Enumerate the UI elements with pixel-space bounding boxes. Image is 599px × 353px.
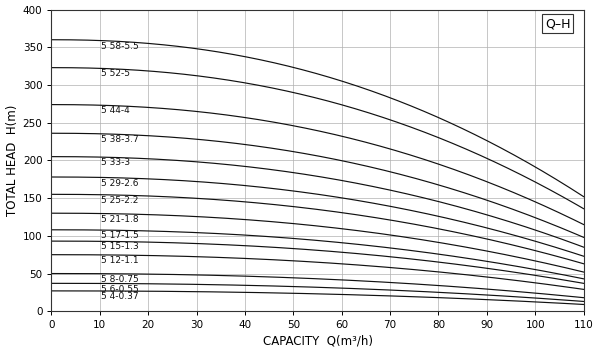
X-axis label: CAPACITY  Q(m³/h): CAPACITY Q(m³/h): [262, 334, 373, 347]
Text: 5 33-3: 5 33-3: [101, 158, 131, 167]
Y-axis label: TOTAL HEAD  H(m): TOTAL HEAD H(m): [5, 105, 19, 216]
Text: 5 21-1.8: 5 21-1.8: [101, 215, 139, 224]
Text: 5 4-0.37: 5 4-0.37: [101, 292, 139, 301]
Text: 5 58-5.5: 5 58-5.5: [101, 42, 139, 50]
Text: 5 38-3.7: 5 38-3.7: [101, 135, 139, 144]
Text: 5 25-2.2: 5 25-2.2: [101, 196, 139, 205]
Text: 5 8-0.75: 5 8-0.75: [101, 275, 139, 284]
Text: 5 6-0.55: 5 6-0.55: [101, 285, 139, 294]
Text: 5 44-4: 5 44-4: [101, 106, 130, 115]
Text: 5 17-1.5: 5 17-1.5: [101, 231, 139, 240]
Text: 5 29-2.6: 5 29-2.6: [101, 179, 139, 187]
Text: 5 12-1.1: 5 12-1.1: [101, 256, 139, 265]
Text: Q–H: Q–H: [544, 17, 570, 30]
Text: 5 52-5: 5 52-5: [101, 70, 131, 78]
Text: 5 15-1.3: 5 15-1.3: [101, 243, 139, 251]
